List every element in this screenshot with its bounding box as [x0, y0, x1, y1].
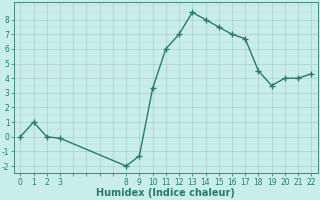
X-axis label: Humidex (Indice chaleur): Humidex (Indice chaleur) [96, 188, 235, 198]
